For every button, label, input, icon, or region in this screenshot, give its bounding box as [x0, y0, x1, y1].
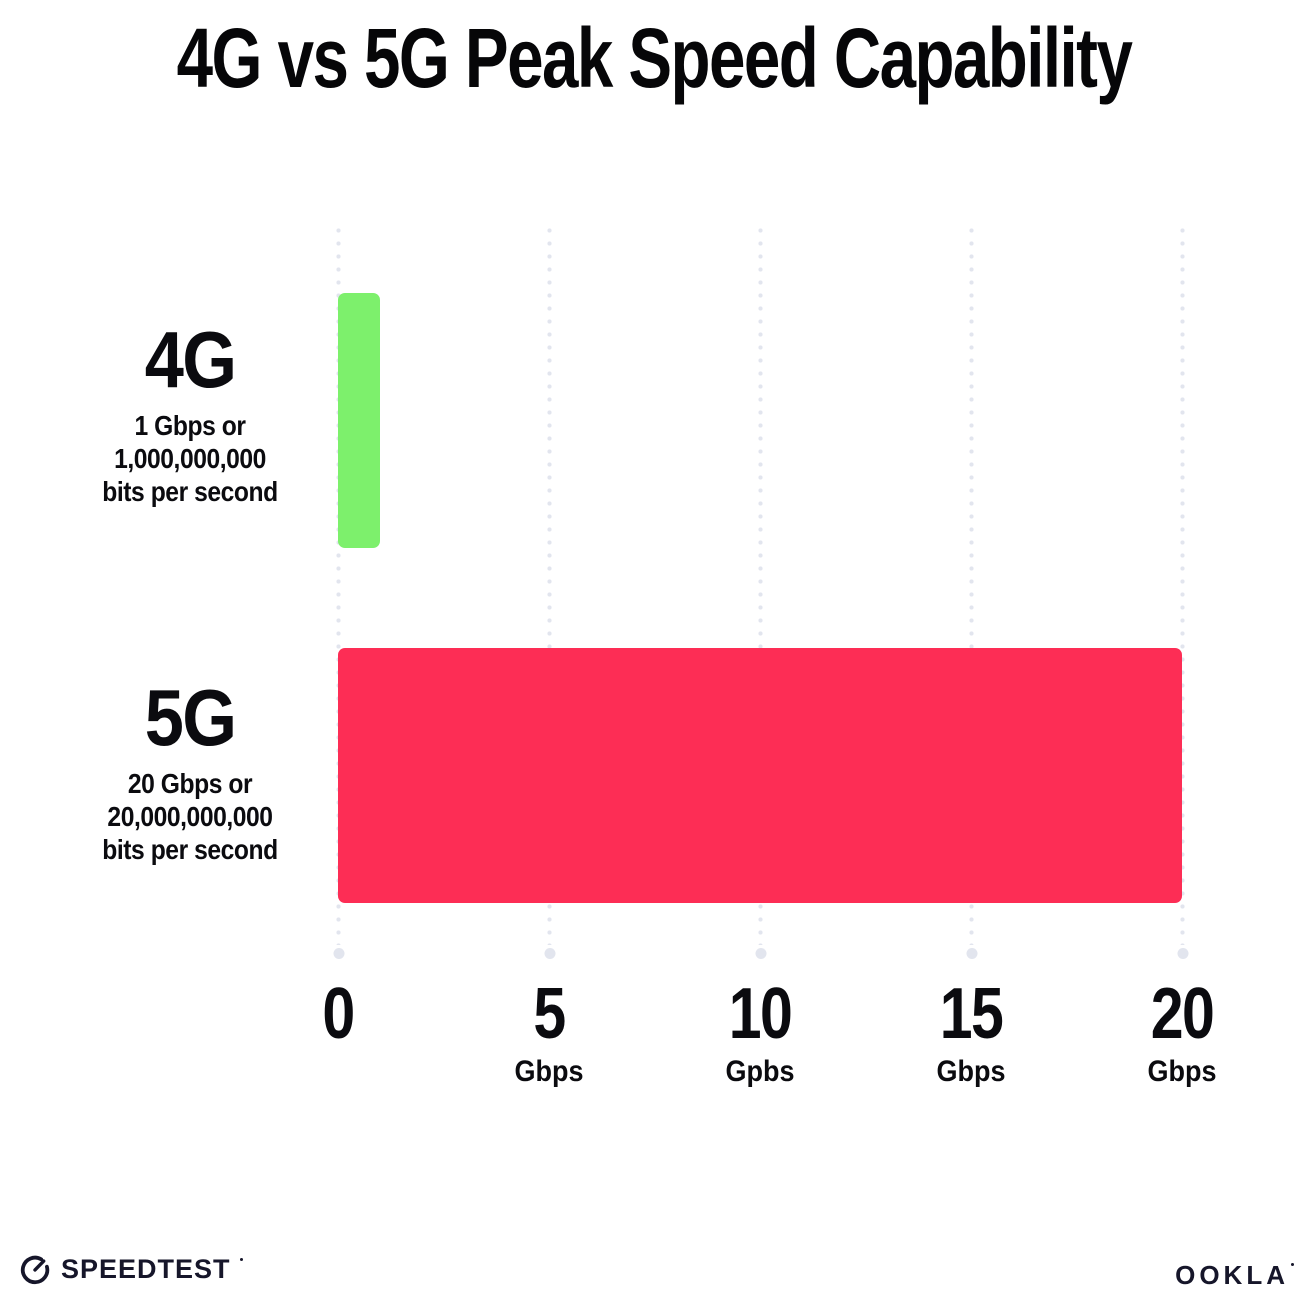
gridline-10: [758, 224, 763, 945]
row-label-5g-name: 5G: [144, 673, 237, 762]
x-tick-20: 20: [1150, 974, 1215, 1054]
row-label-5g-line2: 20,000,000,000: [107, 801, 273, 832]
x-unit-20: Gbps: [1147, 1055, 1217, 1088]
x-unit-5: Gbps: [514, 1055, 584, 1088]
speedtest-logo: SPEEDTEST: [18, 1252, 243, 1286]
x-unit-10: Gpbs: [725, 1055, 795, 1088]
x-tick-10: 10: [728, 974, 793, 1054]
bar-4g: [338, 293, 380, 548]
row-label-5g-description: 20 Gbps or 20,000,000,000 bits per secon…: [67, 767, 313, 866]
bar-5g: [338, 648, 1182, 903]
page-title: 4G vs 5G Peak Speed Capability: [176, 11, 1133, 105]
row-label-5g-line3: bits per second: [102, 834, 278, 865]
ookla-wordmark: OOKLA: [1175, 1260, 1289, 1290]
x-tick-15: 15: [939, 974, 1004, 1054]
row-label-4g-name: 4G: [144, 315, 237, 404]
x-unit-15: Gbps: [936, 1055, 1006, 1088]
row-label-4g: 4G 1 Gbps or 1,000,000,000 bits per seco…: [67, 320, 313, 508]
row-label-4g-line1: 1 Gbps or: [134, 410, 246, 441]
speedtest-wordmark: SPEEDTEST: [61, 1253, 231, 1284]
row-label-5g: 5G 20 Gbps or 20,000,000,000 bits per se…: [67, 678, 313, 866]
gridline-5: [547, 224, 552, 945]
speedometer-gauge-icon: [18, 1252, 52, 1286]
gridline-0: [336, 224, 341, 945]
row-label-4g-description: 1 Gbps or 1,000,000,000 bits per second: [67, 409, 313, 508]
row-label-5g-line1: 20 Gbps or: [127, 768, 253, 799]
x-tick-0: 0: [322, 974, 355, 1054]
row-label-4g-line3: bits per second: [102, 476, 278, 507]
gridline-20: [1180, 224, 1185, 945]
x-tick-5: 5: [533, 974, 566, 1054]
trademark-dot: [1291, 1263, 1294, 1266]
ookla-logo: OOKLA: [1175, 1260, 1294, 1291]
trademark-dot: [239, 1258, 243, 1261]
gridline-15: [969, 224, 974, 945]
row-label-4g-line2: 1,000,000,000: [114, 443, 266, 474]
